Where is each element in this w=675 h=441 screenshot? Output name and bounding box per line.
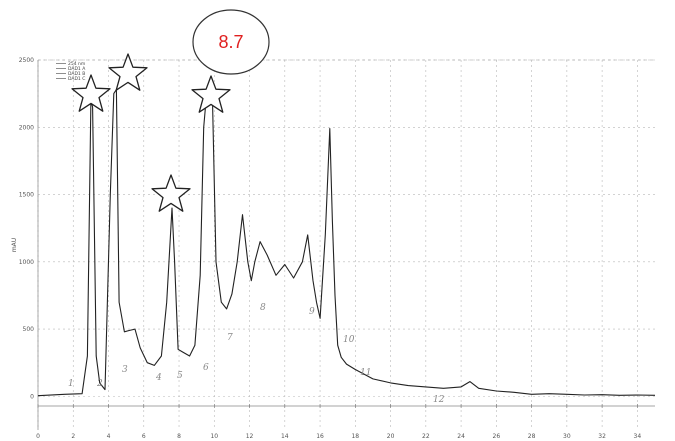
legend-entry: DAD1 A bbox=[68, 66, 86, 72]
x-tick-label: 30 bbox=[563, 433, 571, 440]
peak-number-label: 4 bbox=[155, 373, 162, 383]
y-axis-label: mAU bbox=[11, 238, 18, 252]
star-icon bbox=[151, 174, 191, 212]
star-icon bbox=[108, 53, 148, 91]
y-tick-label: 500 bbox=[23, 326, 35, 333]
x-tick-label: 14 bbox=[281, 433, 289, 440]
grid bbox=[37, 59, 655, 430]
peak-number-label: 12 bbox=[433, 395, 445, 405]
legend-entry: 254 nm bbox=[68, 61, 85, 67]
peak-number-label: 1 bbox=[68, 379, 74, 389]
x-tick-label: 6 bbox=[142, 433, 146, 440]
peak-number-label: 2 bbox=[96, 379, 103, 389]
x-tick-label: 2 bbox=[71, 433, 75, 440]
peak-number-label: 5 bbox=[177, 371, 183, 381]
legend-entry: DAD1 C bbox=[68, 76, 85, 82]
y-tick-label: 2500 bbox=[19, 57, 34, 64]
peak-number-label: 10 bbox=[343, 335, 355, 345]
x-tick-label: 32 bbox=[598, 433, 606, 440]
peak-star-markers bbox=[71, 53, 231, 212]
star-icon bbox=[191, 75, 231, 113]
x-tick-label: 26 bbox=[493, 433, 501, 440]
x-tick-label: 0 bbox=[36, 433, 40, 440]
series-line bbox=[37, 79, 656, 397]
tick-labels: 0 2 4 6 8 10 12 14 16 18 20 22 24 26 28 30 32 34050010001… bbox=[19, 57, 642, 440]
x-tick-label: 12 bbox=[246, 433, 254, 440]
x-tick-label: 22 bbox=[422, 433, 430, 440]
x-tick-label: 20 bbox=[387, 433, 395, 440]
y-tick-label: 1000 bbox=[19, 259, 34, 266]
y-tick-label: 1500 bbox=[19, 192, 34, 199]
peak-number-label: 9 bbox=[309, 307, 315, 317]
y-tick-label: 0 bbox=[30, 393, 34, 400]
x-tick-label: 8 bbox=[177, 433, 181, 440]
x-tick-label: 24 bbox=[457, 433, 465, 440]
peak-badge: 8.7 bbox=[192, 9, 270, 75]
star-icon bbox=[71, 74, 111, 112]
x-tick-label: 4 bbox=[107, 433, 111, 440]
x-tick-label: 10 bbox=[210, 433, 218, 440]
peak-number-label: 6 bbox=[203, 363, 209, 373]
badge-circle bbox=[192, 9, 270, 75]
peak-number-label: 11 bbox=[360, 368, 371, 378]
peak-number-label: 3 bbox=[122, 365, 128, 375]
x-tick-label: 18 bbox=[351, 433, 359, 440]
x-tick-label: 28 bbox=[528, 433, 536, 440]
peak-number-label: 7 bbox=[227, 333, 233, 343]
x-tick-label: 16 bbox=[316, 433, 324, 440]
peak-number-label: 8 bbox=[260, 303, 266, 313]
badge-label: 8.7 bbox=[218, 32, 243, 52]
legend-entry: DAD1 B bbox=[68, 71, 85, 77]
x-tick-label: 34 bbox=[634, 433, 642, 440]
axes bbox=[37, 59, 655, 430]
y-tick-label: 2000 bbox=[19, 124, 34, 131]
